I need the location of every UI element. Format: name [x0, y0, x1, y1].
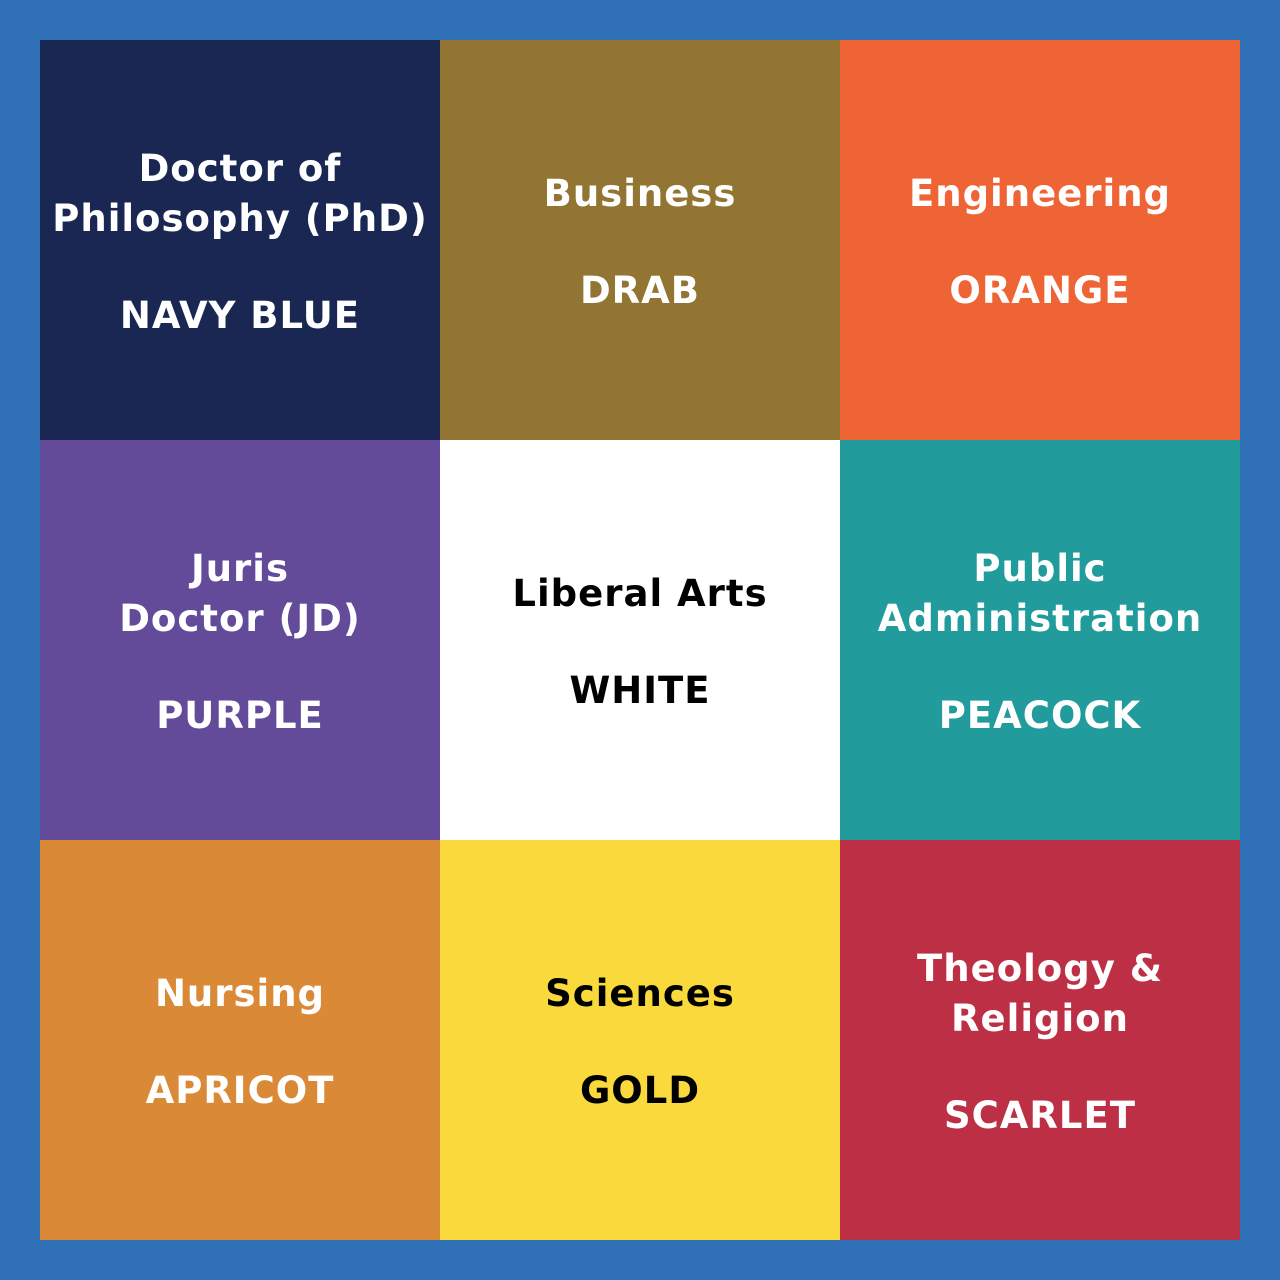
color-name: ORANGE [949, 268, 1131, 312]
color-name: APRICOT [145, 1068, 335, 1112]
discipline-name: Nursing [154, 971, 326, 1015]
discipline-name: Sciences [545, 971, 735, 1015]
cell-liberal-arts: Liberal Arts WHITE [440, 440, 840, 840]
cell-sciences: Sciences GOLD [440, 840, 840, 1240]
color-name: GOLD [579, 1068, 701, 1112]
color-name: WHITE [569, 668, 711, 712]
color-grid: Doctor of Philosophy (PhD) NAVY BLUE Busi… [40, 40, 1240, 1240]
discipline-name: Liberal Arts [512, 571, 768, 615]
discipline-name: Engineering [908, 171, 1172, 215]
color-name: DRAB [579, 268, 701, 312]
color-name: NAVY BLUE [119, 293, 361, 337]
color-name: PEACOCK [938, 693, 1142, 737]
discipline-name: Business [543, 171, 737, 215]
discipline-name: Juris Doctor (JD) [119, 546, 361, 640]
color-name: PURPLE [156, 693, 324, 737]
discipline-name: Public Administration [877, 546, 1203, 640]
discipline-name: Doctor of Philosophy (PhD) [52, 146, 428, 240]
color-name: SCARLET [943, 1093, 1137, 1137]
cell-engineering: Engineering ORANGE [840, 40, 1240, 440]
cell-business: Business DRAB [440, 40, 840, 440]
discipline-name: Theology & Religion [917, 946, 1163, 1040]
cell-jd: Juris Doctor (JD) PURPLE [40, 440, 440, 840]
cell-phd: Doctor of Philosophy (PhD) NAVY BLUE [40, 40, 440, 440]
cell-nursing: Nursing APRICOT [40, 840, 440, 1240]
cell-theology: Theology & Religion SCARLET [840, 840, 1240, 1240]
cell-public-administration: Public Administration PEACOCK [840, 440, 1240, 840]
